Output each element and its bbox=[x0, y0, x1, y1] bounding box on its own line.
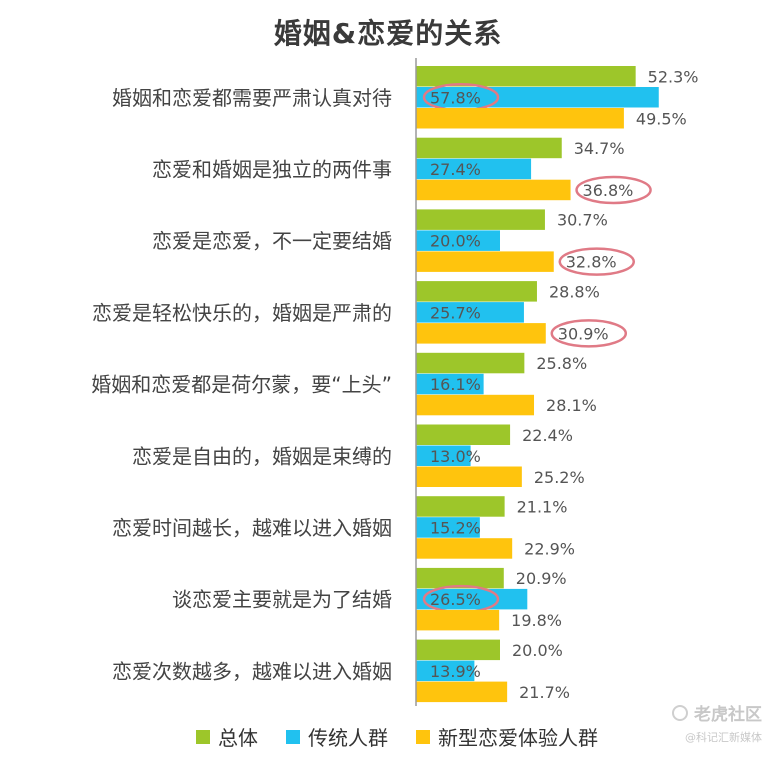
bar bbox=[416, 496, 505, 517]
bar bbox=[416, 609, 500, 631]
bar bbox=[416, 466, 522, 487]
chart-title: 婚姻&恋爱的关系 bbox=[273, 17, 503, 50]
legend-swatch-traditional bbox=[286, 729, 300, 744]
data-label: 25.8% bbox=[536, 354, 587, 373]
category-label: 恋爱时间越长，越难以进入婚姻 bbox=[112, 516, 392, 540]
watermark-main: 老虎社区 bbox=[672, 700, 762, 725]
category-label: 谈恋爱主要就是为了结婚 bbox=[172, 588, 392, 612]
watermark-main-text: 老虎社区 bbox=[694, 705, 762, 725]
legend-label-traditional: 传统人群 bbox=[308, 726, 388, 750]
legend-label-overall: 总体 bbox=[218, 726, 258, 750]
bar bbox=[416, 179, 571, 201]
data-label: 52.3% bbox=[648, 67, 699, 86]
bar bbox=[416, 517, 480, 538]
bar bbox=[416, 158, 532, 180]
data-label: 34.7% bbox=[574, 139, 625, 158]
data-label: 13.9% bbox=[430, 662, 481, 681]
bar bbox=[416, 681, 508, 703]
category-label: 婚姻和恋爱都是荷尔蒙，要“上头” bbox=[91, 373, 392, 397]
data-label: 26.5% bbox=[430, 590, 481, 609]
bar bbox=[416, 302, 524, 323]
legend: 总体 传统人群 新型恋爱体验人群 bbox=[196, 722, 598, 751]
bar bbox=[416, 588, 528, 610]
data-label: 27.4% bbox=[430, 160, 481, 179]
data-label: 32.8% bbox=[566, 253, 617, 272]
bar bbox=[416, 639, 500, 661]
legend-label-new-type: 新型恋爱体验人群 bbox=[438, 726, 598, 750]
bar bbox=[416, 323, 546, 344]
legend-item-traditional: 传统人群 bbox=[286, 722, 388, 751]
highlight-circle bbox=[558, 247, 636, 276]
tiger-logo-icon bbox=[672, 704, 688, 721]
data-label: 49.5% bbox=[636, 109, 687, 128]
category-label: 恋爱是恋爱，不一定要结婚 bbox=[152, 229, 392, 253]
legend-swatch-overall bbox=[196, 729, 210, 744]
data-label: 16.1% bbox=[430, 375, 481, 394]
bar bbox=[416, 538, 513, 559]
bar bbox=[416, 373, 484, 395]
bar bbox=[416, 209, 545, 230]
bar bbox=[416, 281, 537, 302]
data-label: 21.1% bbox=[517, 497, 568, 516]
bar bbox=[416, 394, 535, 416]
category-label: 恋爱是自由的，婚姻是束缚的 bbox=[132, 444, 392, 468]
bar bbox=[416, 567, 504, 589]
bar bbox=[416, 424, 511, 445]
category-label: 恋爱次数越多，越难以进入婚姻 bbox=[112, 659, 392, 683]
data-label: 28.8% bbox=[549, 282, 600, 301]
data-label: 25.7% bbox=[430, 303, 481, 322]
bar bbox=[416, 87, 659, 108]
highlight-circle bbox=[575, 175, 652, 205]
bar bbox=[416, 108, 624, 129]
data-label: 25.2% bbox=[534, 468, 585, 487]
bar bbox=[416, 66, 636, 87]
data-label: 20.0% bbox=[430, 232, 481, 251]
data-label: 57.8% bbox=[430, 88, 481, 107]
watermark: 老虎社区 @科记汇新媒体 bbox=[672, 700, 762, 745]
data-label: 13.0% bbox=[430, 447, 481, 466]
bar bbox=[416, 230, 500, 251]
bar bbox=[416, 137, 562, 159]
highlight-circle bbox=[550, 319, 628, 348]
bar bbox=[416, 660, 475, 682]
data-label: 19.8% bbox=[511, 611, 562, 630]
data-label: 20.0% bbox=[512, 641, 563, 660]
category-label: 婚姻和恋爱都需要严肃认真对待 bbox=[112, 86, 392, 110]
data-label: 22.9% bbox=[524, 539, 575, 558]
category-label: 恋爱和婚姻是独立的两件事 bbox=[152, 157, 392, 181]
bar bbox=[416, 251, 554, 272]
data-label: 30.9% bbox=[558, 324, 609, 343]
data-label: 36.8% bbox=[583, 181, 634, 200]
data-label: 28.1% bbox=[546, 396, 597, 415]
legend-item-overall: 总体 bbox=[196, 722, 258, 751]
legend-item-new-type: 新型恋爱体验人群 bbox=[416, 722, 598, 751]
data-label: 20.9% bbox=[516, 569, 567, 588]
data-label: 21.7% bbox=[519, 683, 570, 702]
data-label: 30.7% bbox=[557, 211, 608, 230]
category-label: 恋爱是轻松快乐的，婚姻是严肃的 bbox=[92, 301, 392, 325]
data-label: 15.2% bbox=[430, 518, 481, 537]
legend-swatch-new-type bbox=[416, 729, 430, 744]
bar bbox=[416, 445, 471, 466]
data-label: 22.4% bbox=[522, 426, 573, 445]
watermark-sub: @科记汇新媒体 bbox=[685, 731, 762, 744]
bar bbox=[416, 352, 525, 374]
